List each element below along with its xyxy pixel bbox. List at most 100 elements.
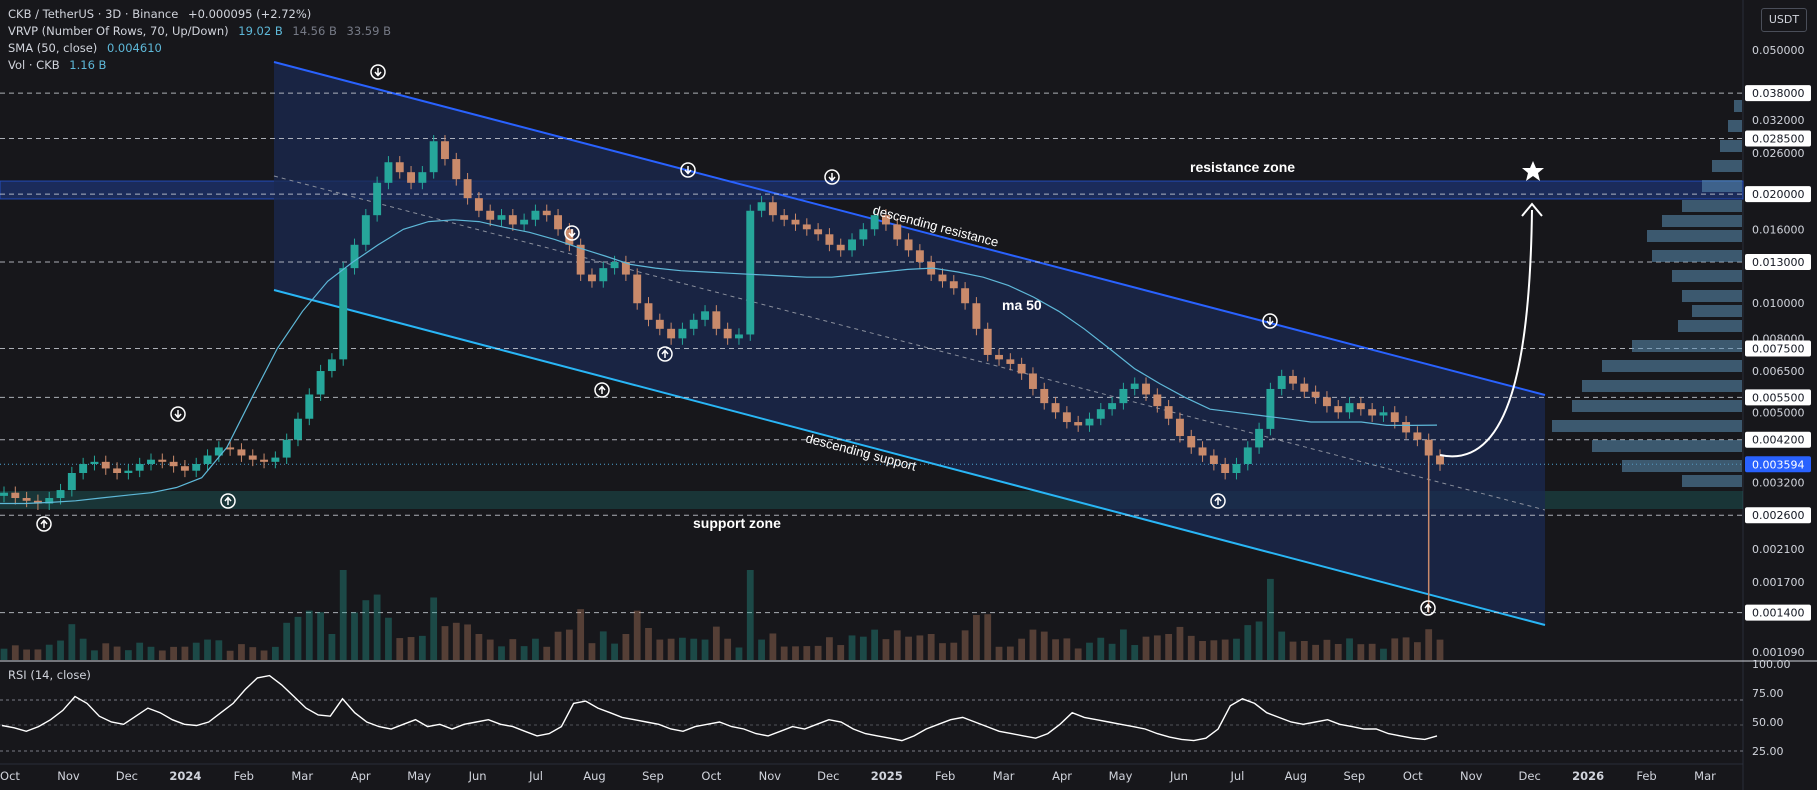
candle-body (350, 244, 359, 269)
time-tick-label: Aug (1285, 769, 1307, 783)
candle-body (1436, 455, 1444, 465)
price-tick-label: 0.001090 (1752, 646, 1805, 659)
volume-bar (554, 631, 562, 660)
rsi-line (1, 674, 1438, 742)
candle-body (113, 468, 122, 473)
candle-body (124, 470, 133, 473)
symbol-row[interactable]: CKB / TetherUS · 3D · Binance +0.000095 … (8, 6, 391, 23)
level-price-label: 0.038000 (1752, 87, 1805, 100)
time-tick-label: May (1109, 769, 1133, 783)
volume-bar (328, 634, 336, 660)
volume-profile-bar (1712, 160, 1742, 172)
volume-bar (317, 612, 324, 660)
time-tick-label: Oct (701, 769, 721, 783)
volume-bar (373, 594, 381, 660)
candle-body (316, 371, 325, 395)
time-tick-label: Jul (528, 769, 543, 783)
volume-bar (170, 646, 177, 660)
candle-body (542, 210, 551, 216)
volume-bar (113, 646, 121, 660)
candle-body (11, 492, 20, 499)
candle-body (497, 215, 506, 220)
support-zone-label: support zone (693, 515, 781, 531)
target-star-icon (1522, 161, 1544, 181)
volume-bar (68, 624, 76, 660)
volume-bar (1187, 635, 1195, 660)
candle-body (1413, 432, 1422, 440)
volume-bar (1255, 621, 1263, 660)
candle-body (147, 459, 155, 465)
candle-body (1119, 388, 1128, 404)
channel-midline (273, 175, 1546, 511)
time-axis[interactable]: Oct Nov Dec 2024 Feb Mar Apr May Jun Jul Aug Sep Oct… (0, 769, 1716, 783)
arrow-up-icon (1210, 493, 1226, 509)
time-tick-label: Aug (583, 769, 605, 783)
candle-body (701, 311, 709, 320)
level-price-tag (1745, 389, 1811, 406)
volume-profile-bar (1702, 180, 1742, 192)
candle-body (961, 288, 970, 304)
price-tick-label: 0.010000 (1752, 297, 1805, 310)
volume-bar (848, 635, 856, 660)
time-tick-label: 2026 (1572, 769, 1604, 783)
level-price-label: 0.005500 (1752, 391, 1805, 404)
candle-body (101, 461, 110, 469)
vrvp-row[interactable]: VRVP (Number Of Rows, 70, Up/Down) 19.02… (8, 23, 391, 40)
volume-profile-bar (1582, 380, 1742, 392)
candle-body (735, 334, 743, 339)
candle-body (407, 172, 416, 183)
rsi-label[interactable]: RSI (14, close) (8, 668, 91, 682)
volume-bar (283, 622, 291, 660)
level-price-label: 0.020000 (1752, 188, 1805, 201)
candle-body (0, 492, 8, 496)
volume-bar (271, 646, 279, 660)
volume-label: Vol · CKB (8, 58, 60, 72)
candle-body (644, 303, 653, 320)
candle-body (757, 202, 766, 211)
volume-bar (0, 648, 8, 660)
candle-body (294, 418, 302, 440)
level-price-tag (1745, 130, 1811, 147)
candle-body (599, 268, 608, 282)
volume-bar (1040, 631, 1048, 660)
currency-button[interactable]: USDT (1761, 8, 1807, 32)
volume-profile-bar (1720, 140, 1742, 152)
candle-body (554, 215, 563, 230)
time-tick-label: Nov (57, 769, 80, 783)
candle-body (384, 162, 393, 183)
volume-bar (577, 609, 585, 660)
volume-bar (1278, 631, 1286, 660)
volume-value: 1.16 B (69, 58, 107, 72)
volume-bar (905, 636, 912, 660)
volume-bar (215, 640, 223, 660)
volume-bar (1097, 637, 1105, 660)
volume-bar (418, 635, 426, 660)
candle-body (373, 182, 382, 216)
candle-body (169, 461, 178, 467)
volume-row[interactable]: Vol · CKB 1.16 B (8, 57, 391, 74)
volume-bar (1153, 635, 1161, 660)
price-axis[interactable]: 0.050000 0.032000 0.026000 0.016000 0.010000… (1552, 44, 1811, 659)
level-price-tag (1745, 340, 1811, 357)
candle-body (1108, 403, 1117, 410)
volume-bar (882, 639, 890, 660)
candle-body (791, 219, 800, 225)
candle-body (893, 224, 902, 240)
candle-body (192, 464, 201, 471)
candle-body (995, 354, 1003, 360)
candle-body (203, 455, 212, 465)
level-price-label: 0.028500 (1752, 132, 1805, 145)
sma-row[interactable]: SMA (50, close) 0.004610 (8, 40, 391, 57)
volume-bar (1300, 641, 1308, 660)
candle-body (1266, 388, 1275, 429)
volume-bar (204, 639, 211, 660)
vrvp-total-volume: 33.59 B (346, 24, 391, 38)
volume-bar (1131, 645, 1139, 660)
volume-bar (1210, 640, 1218, 660)
volume-profile-bar (1682, 290, 1742, 302)
volume-bar (1029, 629, 1037, 660)
volume-bar (792, 646, 799, 660)
vrvp-up-volume: 19.02 B (238, 24, 283, 38)
descending-support-line (273, 289, 1546, 626)
